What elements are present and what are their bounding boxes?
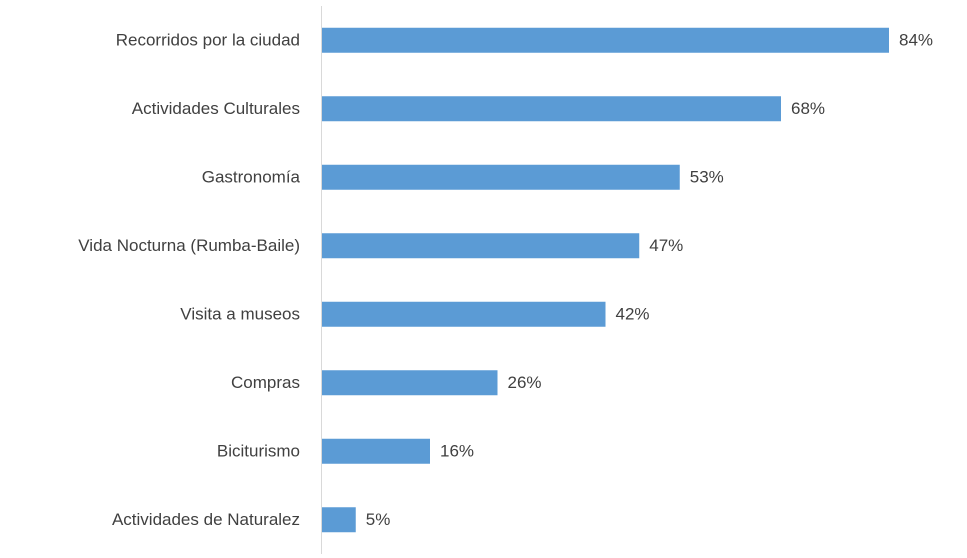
category-label: Recorridos por la ciudad [116, 31, 300, 50]
data-label: 42% [616, 305, 650, 324]
category-label: Compras [231, 373, 300, 392]
category-label: Visita a museos [180, 305, 300, 324]
category-label: Gastronomía [202, 168, 301, 187]
category-label: Biciturismo [217, 442, 300, 461]
bar [322, 438, 430, 464]
bar [322, 370, 498, 396]
data-label: 84% [899, 31, 933, 50]
data-label: 53% [690, 168, 724, 187]
data-label: 26% [508, 373, 542, 392]
bar [322, 164, 680, 190]
bar [322, 507, 356, 533]
category-label: Actividades de Naturalez [112, 510, 300, 529]
bar [322, 233, 640, 259]
data-label: 5% [366, 510, 391, 529]
data-label: 47% [649, 236, 683, 255]
bar [322, 301, 606, 327]
category-label: Vida Nocturna (Rumba-Baile) [78, 236, 300, 255]
bar [322, 27, 889, 53]
category-label: Actividades Culturales [132, 99, 300, 118]
bar [322, 96, 781, 122]
data-label: 16% [440, 442, 474, 461]
data-label: 68% [791, 99, 825, 118]
